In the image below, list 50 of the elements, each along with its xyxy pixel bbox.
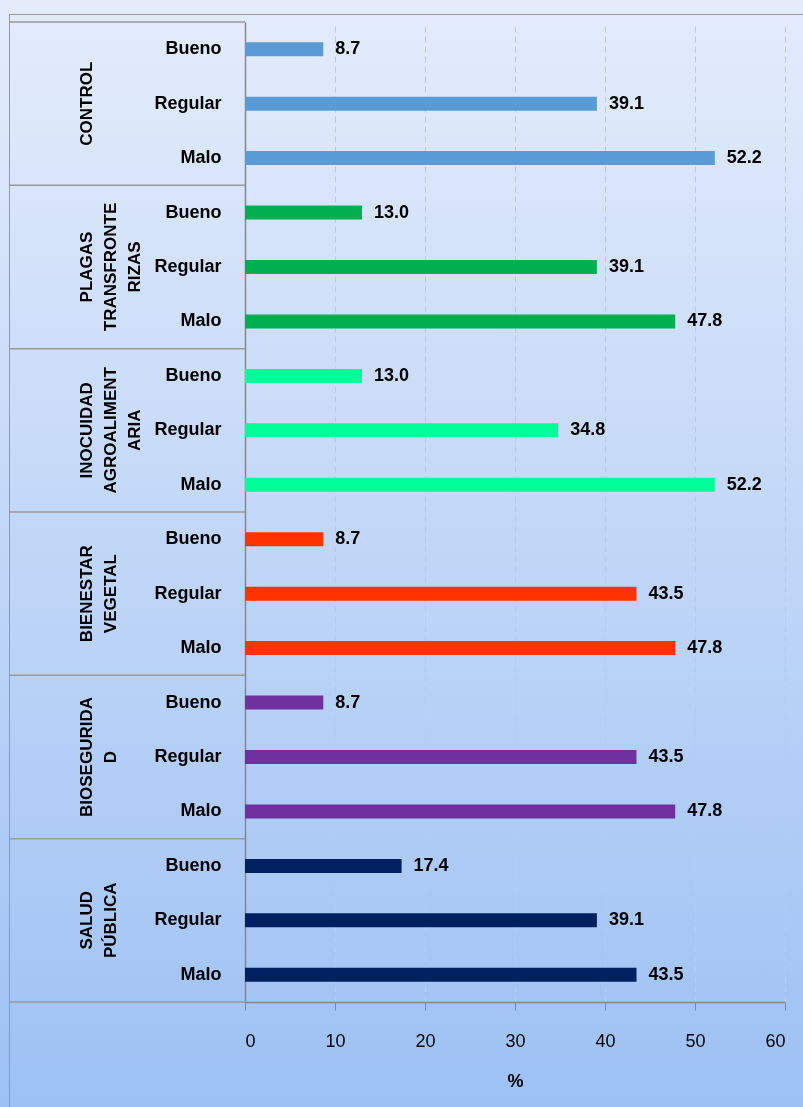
y-tick-label: Bueno — [165, 201, 222, 222]
text: INOCUIDAD AGROALIMENTARIA — [77, 366, 144, 494]
data-label: 39.1 — [608, 909, 644, 930]
data-label: 13.0 — [374, 364, 410, 385]
data-label: 34.8 — [570, 419, 606, 440]
text: PLAGAS TRANSFRONTERIZAS — [77, 202, 144, 332]
y-tick-label: Regular — [154, 746, 222, 766]
y-tick-label: Bueno — [165, 364, 222, 385]
x-tick-label: 20 — [415, 1030, 436, 1051]
data-label: 43.5 — [648, 746, 684, 766]
data-label: 39.1 — [608, 256, 644, 276]
y-tick-label: Malo — [180, 310, 222, 331]
y-tick-label: Bueno — [165, 691, 222, 712]
data-label: 8.7 — [335, 691, 361, 712]
y-tick-label: Regular — [154, 909, 222, 930]
text: CONTROL — [77, 61, 96, 146]
y-tick-label: Bueno — [165, 854, 222, 875]
x-axis-title: % — [507, 1070, 524, 1091]
data-label: 52.2 — [726, 147, 762, 168]
y-tick-label: Regular — [154, 256, 222, 276]
x-tick-label: 50 — [685, 1030, 706, 1051]
data-label: 13.0 — [374, 201, 410, 222]
data-label: 52.2 — [726, 473, 762, 494]
y-tick-label: Malo — [180, 637, 222, 658]
y-tick-label: Regular — [154, 92, 222, 113]
y-tick-label: Malo — [180, 473, 222, 494]
x-tick-label: 40 — [595, 1030, 616, 1051]
x-tick-label: 60 — [765, 1030, 786, 1051]
text: BIENESTAR VEGETAL — [77, 545, 120, 643]
data-label: 8.7 — [335, 38, 361, 59]
data-label: 47.8 — [687, 800, 723, 821]
y-tick-label: Malo — [180, 800, 222, 821]
data-label: 47.8 — [687, 310, 723, 331]
data-label: 47.8 — [687, 637, 723, 658]
data-label: 43.5 — [648, 963, 684, 984]
x-tick-label: 10 — [325, 1030, 346, 1051]
data-label: 8.7 — [335, 528, 361, 549]
data-label: 17.4 — [413, 854, 449, 875]
text: BIOSEGURIDAD — [77, 697, 120, 817]
data-label: 43.5 — [648, 582, 684, 603]
x-tick-label: 0 — [245, 1030, 256, 1051]
x-tick-label: 30 — [505, 1030, 526, 1051]
y-tick-label: Bueno — [165, 528, 222, 549]
y-tick-label: Regular — [154, 582, 222, 603]
y-tick-label: Bueno — [165, 38, 222, 59]
y-tick-label: Malo — [180, 963, 222, 984]
data-label: 39.1 — [608, 92, 644, 113]
y-tick-label: Regular — [154, 419, 222, 440]
text: SALUD PÚBLICA — [77, 882, 120, 959]
y-tick-label: Malo — [180, 147, 222, 168]
